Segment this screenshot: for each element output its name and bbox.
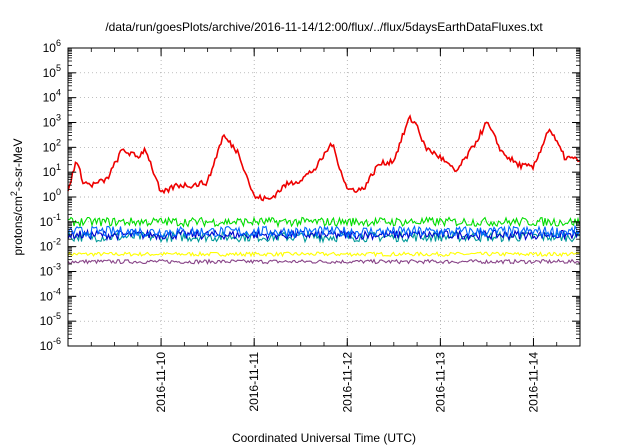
grid-lines [68, 48, 580, 346]
y-tick-label: 102 [43, 137, 61, 154]
y-tick-label: 103 [43, 113, 61, 130]
y-axis-label: protons/cm2-s-sr-MeV [9, 138, 25, 255]
x-tick-label: 2016-11-14 [526, 352, 540, 413]
y-tick-label: 10-2 [40, 237, 61, 254]
x-axis-label: Coordinated Universal Time (UTC) [232, 431, 416, 445]
x-tick-label: 2016-11-11 [247, 352, 261, 412]
series-line [67, 114, 580, 202]
series-line [67, 224, 580, 239]
chart-title: /data/run/goesPlots/archive/2016-11-14/1… [105, 20, 543, 34]
x-tick-label: 2016-11-10 [154, 352, 168, 413]
y-tick-label: 101 [43, 162, 61, 179]
y-tick-label: 104 [43, 88, 61, 105]
series-line [67, 250, 580, 258]
axis-ticks [67, 47, 581, 347]
series-line [68, 216, 581, 229]
y-tick-label: 106 [43, 38, 61, 55]
y-tick-label: 10-4 [40, 286, 61, 303]
y-tick-label: 10-1 [40, 212, 61, 229]
y-tick-label: 10-6 [40, 336, 61, 353]
x-tick-label: 2016-11-12 [340, 352, 354, 413]
y-tick-label: 100 [43, 187, 61, 204]
y-tick-labels: 10-6 10-5 10-4 10-3 10-2 10-1 100 101 102 103 104 1… [40, 38, 61, 353]
series-layer [67, 114, 581, 266]
y-tick-label: 10-5 [40, 311, 61, 328]
x-tick-label: 2016-11-13 [433, 352, 447, 413]
y-tick-label: 10-3 [40, 262, 61, 279]
x-tick-labels: 2016-11-10 2016-11-11 2016-11-12 2016-11-13… [154, 352, 540, 413]
series-line [67, 230, 580, 244]
series-line [67, 258, 580, 266]
y-tick-label: 105 [43, 63, 61, 80]
